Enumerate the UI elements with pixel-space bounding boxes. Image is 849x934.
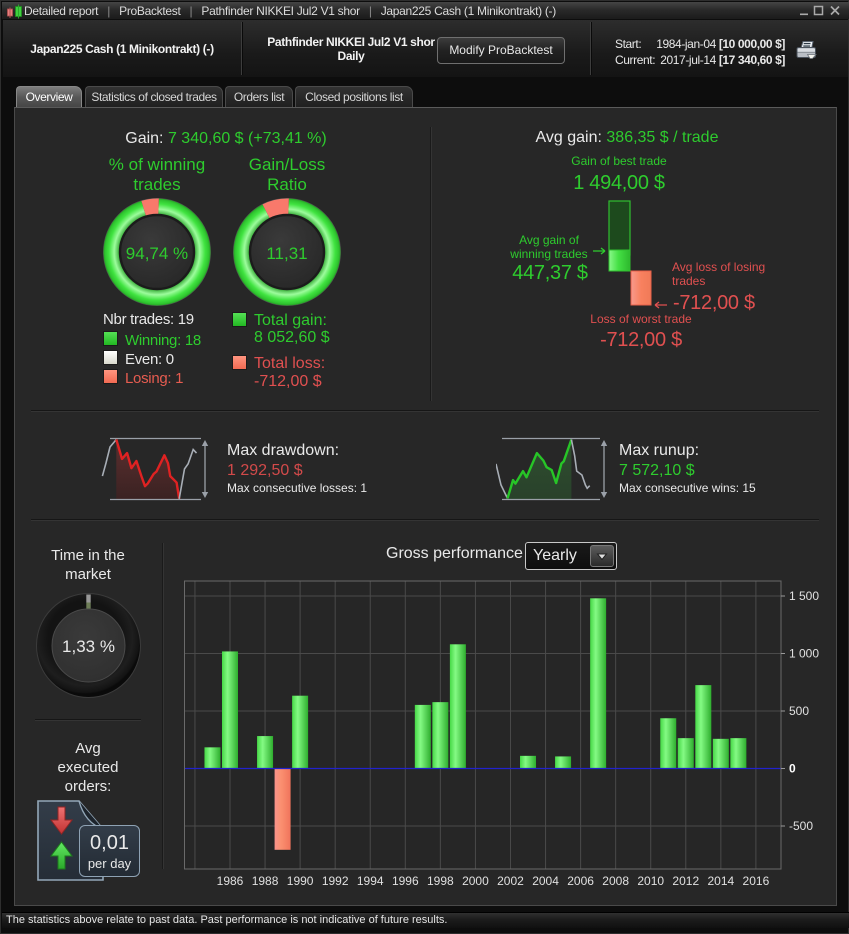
svg-text:1994: 1994 xyxy=(357,874,384,888)
svg-text:0: 0 xyxy=(789,762,796,776)
svg-text:1 500: 1 500 xyxy=(789,589,819,603)
svg-text:1998: 1998 xyxy=(427,874,454,888)
svg-text:2012: 2012 xyxy=(672,874,699,888)
svg-text:1990: 1990 xyxy=(287,874,314,888)
svg-text:-500: -500 xyxy=(789,819,813,833)
svg-text:1986: 1986 xyxy=(217,874,244,888)
svg-text:1988: 1988 xyxy=(252,874,279,888)
svg-text:500: 500 xyxy=(789,704,809,718)
svg-text:2004: 2004 xyxy=(532,874,559,888)
svg-text:2008: 2008 xyxy=(602,874,629,888)
svg-text:2006: 2006 xyxy=(567,874,594,888)
svg-text:2010: 2010 xyxy=(637,874,664,888)
svg-text:2016: 2016 xyxy=(743,874,770,888)
svg-text:1992: 1992 xyxy=(322,874,349,888)
svg-text:1996: 1996 xyxy=(392,874,419,888)
svg-text:1 000: 1 000 xyxy=(789,647,819,661)
svg-text:2002: 2002 xyxy=(497,874,524,888)
svg-text:2014: 2014 xyxy=(707,874,734,888)
svg-text:2000: 2000 xyxy=(462,874,489,888)
